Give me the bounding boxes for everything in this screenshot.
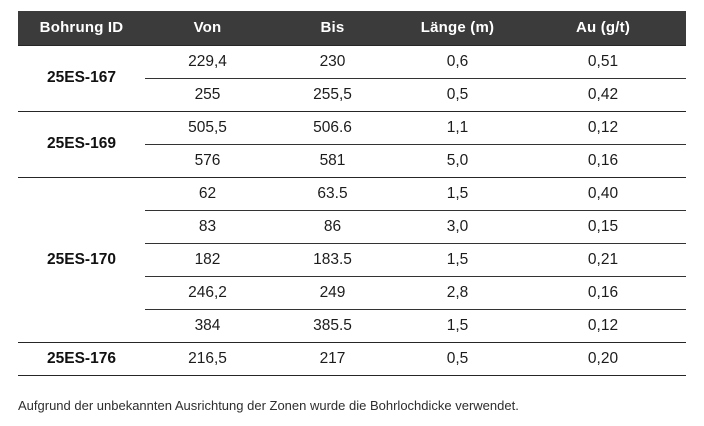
laenge-cell: 3,0 — [395, 209, 520, 243]
table-body: 25ES-167 229,4 230 0,6 0,51 255 255,5 0,5 0,42 25… — [18, 44, 686, 375]
von-cell: 246,2 — [145, 275, 270, 309]
header-bis: Bis — [270, 11, 395, 45]
bis-cell: 183.5 — [270, 242, 395, 276]
au-cell: 0,51 — [520, 44, 686, 78]
au-cell: 0,16 — [520, 143, 686, 177]
footnote: Aufgrund der unbekannten Ausrichtung der… — [18, 398, 519, 413]
au-cell: 0,12 — [520, 308, 686, 342]
table-row: 384 385.5 1,5 0,12 — [18, 308, 686, 342]
laenge-cell: 0,5 — [395, 341, 520, 375]
header-von: Von — [145, 11, 270, 45]
header-bohrung-id: Bohrung ID — [18, 11, 145, 45]
von-cell: 216,5 — [145, 341, 270, 375]
au-cell: 0,16 — [520, 275, 686, 309]
von-cell: 384 — [145, 308, 270, 342]
bis-cell: 230 — [270, 44, 395, 78]
table-row: 255 255,5 0,5 0,42 — [18, 77, 686, 111]
laenge-cell: 2,8 — [395, 275, 520, 309]
table-row: 25ES-176 216,5 217 0,5 0,20 — [18, 341, 686, 375]
bis-cell: 506.6 — [270, 110, 395, 144]
laenge-cell: 0,6 — [395, 44, 520, 78]
bis-cell: 581 — [270, 143, 395, 177]
header-au: Au (g/t) — [520, 11, 686, 45]
au-cell: 0,21 — [520, 242, 686, 276]
drillhole-id-cell: 25ES-167 — [18, 44, 145, 111]
bis-cell: 385.5 — [270, 308, 395, 342]
table-row: 25ES-170 62 63.5 1,5 0,40 — [18, 176, 686, 342]
header-row: Bohrung ID Von Bis Länge (m) Au (g/t) — [18, 11, 686, 45]
bis-cell: 86 — [270, 209, 395, 243]
von-cell: 255 — [145, 77, 270, 111]
laenge-cell: 5,0 — [395, 143, 520, 177]
von-cell: 83 — [145, 209, 270, 243]
drillhole-id-cell: 25ES-170 — [18, 176, 145, 342]
table-row: 83 86 3,0 0,15 — [18, 209, 686, 243]
table-row: 25ES-169 505,5 506.6 1,1 0,12 — [18, 110, 686, 177]
von-cell: 505,5 — [145, 110, 270, 144]
bis-cell: 63.5 — [270, 176, 395, 210]
drillhole-id-cell: 25ES-169 — [18, 110, 145, 177]
au-cell: 0,12 — [520, 110, 686, 144]
au-cell: 0,42 — [520, 77, 686, 111]
von-cell: 576 — [145, 143, 270, 177]
au-cell: 0,40 — [520, 176, 686, 210]
table-row: 576 581 5,0 0,16 — [18, 143, 686, 177]
laenge-cell: 1,1 — [395, 110, 520, 144]
laenge-cell: 1,5 — [395, 176, 520, 210]
au-cell: 0,15 — [520, 209, 686, 243]
laenge-cell: 0,5 — [395, 77, 520, 111]
table-row: 246,2 249 2,8 0,16 — [18, 275, 686, 309]
bis-cell: 255,5 — [270, 77, 395, 111]
au-cell: 0,20 — [520, 341, 686, 375]
drill-results-table-container: Bohrung ID Von Bis Länge (m) Au (g/t) 25… — [18, 11, 686, 376]
von-cell: 62 — [145, 176, 270, 210]
von-cell: 182 — [145, 242, 270, 276]
laenge-cell: 1,5 — [395, 242, 520, 276]
table-row: 25ES-167 229,4 230 0,6 0,51 — [18, 44, 686, 111]
table-row: 182 183.5 1,5 0,21 — [18, 242, 686, 276]
header-laenge: Länge (m) — [395, 11, 520, 45]
laenge-cell: 1,5 — [395, 308, 520, 342]
von-cell: 229,4 — [145, 44, 270, 78]
drillhole-id-cell: 25ES-176 — [18, 341, 145, 375]
bis-cell: 217 — [270, 341, 395, 375]
table-header: Bohrung ID Von Bis Länge (m) Au (g/t) — [18, 11, 686, 45]
drill-results-table: Bohrung ID Von Bis Länge (m) Au (g/t) 25… — [18, 11, 686, 376]
bis-cell: 249 — [270, 275, 395, 309]
